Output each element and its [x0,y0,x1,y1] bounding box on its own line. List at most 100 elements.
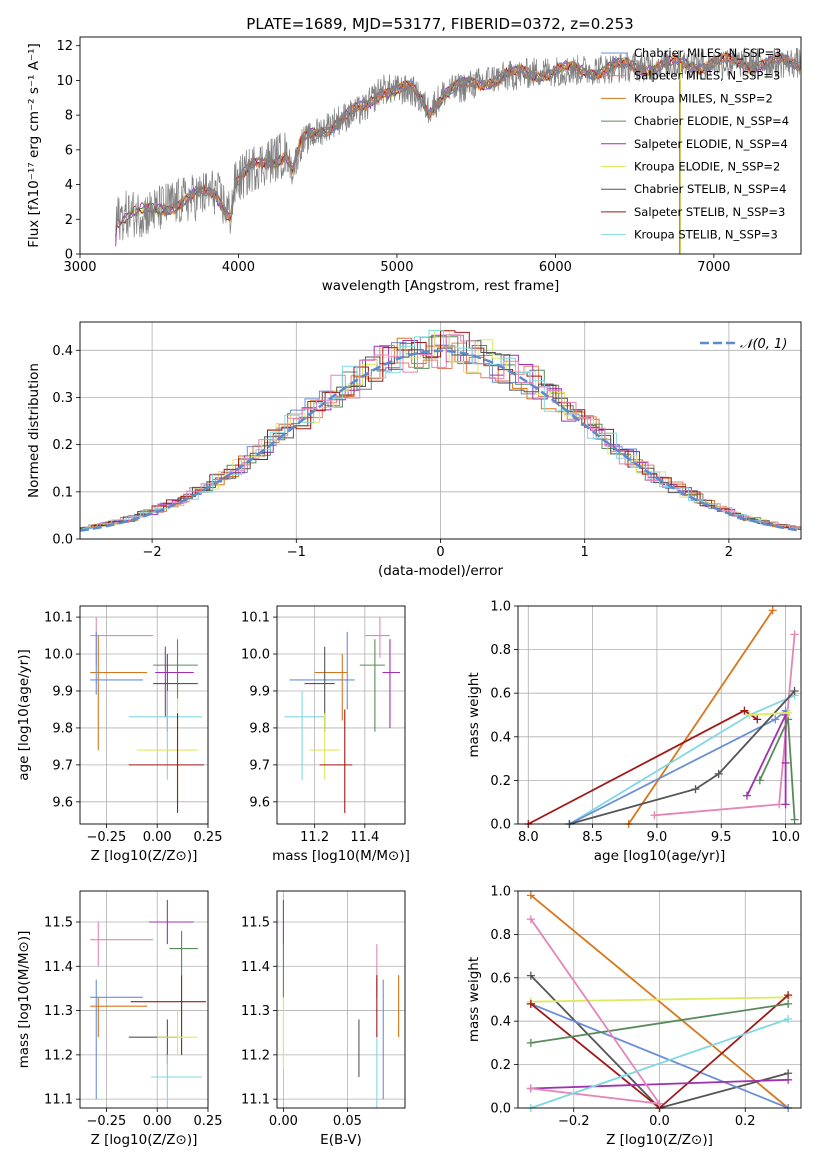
y-tick-label: 11.4 [44,960,73,975]
y-tick-label: 1.0 [490,885,511,900]
x-tick-label: 6000 [539,260,572,275]
axes-frame [276,605,406,825]
x-axis-label: age [log10(age/yr)] [594,848,726,864]
x-tick-label: 7000 [697,260,730,275]
legend-entry: Chabrier ELODIE, N_SSP=4 [634,114,789,128]
y-tick-label: 4 [65,178,73,193]
weight-marker [784,708,793,717]
spectrum-panel: 3000 4000 5000 6000 7000 0 2 4 6 8 10 12 wavelength … [26,36,802,294]
weight-line [749,711,789,716]
x-axis-label: (data-model)/error [378,563,504,579]
x-tick-label: 0 [436,545,444,560]
mass-vs-metallicity-panel: −0.25 0.00 0.25 11.1 11.2 11.3 11.4 11.5 Z [log1… [16,890,222,1148]
residual-histogram-panel: −2 −1 0 1 2 0.0 0.1 0.2 0.3 0.4 (data-model)/error… [26,321,802,579]
x-tick-label: 8.5 [582,830,603,845]
legend-entry: Salpeter ELODIE, N_SSP=4 [634,137,788,151]
weight-marker [526,1038,535,1047]
weight-marker [740,706,749,715]
histogram-bars [80,329,801,532]
weight-marker [784,1075,793,1084]
mass-weight-vs-age-panel: 8.0 8.5 9.0 9.5 10.0 0.0 0.2 0.4 0.6 0.8 1.0 age [l… [466,600,802,864]
y-axis-label: mass [log10(M/M⊙)] [16,931,32,1069]
x-axis-label: Z [log10(Z/Z⊙)] [606,1132,713,1148]
legend-entry: Salpeter STELIB, N_SSP=3 [634,205,785,219]
weight-line [527,709,758,825]
axes-frame [79,321,802,540]
weight-marker [790,815,799,824]
weight-marker [784,991,793,1000]
x-axis-label: mass [log10(M/M⊙)] [272,848,410,864]
weight-marker [755,776,764,785]
legend-entry: Kroupa ELODIE, N_SSP=2 [634,160,780,174]
x-tick-label: −1 [287,545,306,560]
x-tick-label: 4000 [222,260,255,275]
spectrum-lines [115,47,801,254]
y-tick-label: 0.4 [490,730,511,745]
model-spectrum-line [162,52,801,219]
x-tick-label: 9.0 [647,830,668,845]
y-tick-label: 10.1 [44,611,73,626]
y-tick-label: 0.2 [52,438,73,453]
axes-frame [79,890,209,1109]
weight-marker [768,606,777,615]
weight-marker [714,769,723,778]
y-tick-label: 11.2 [241,1048,270,1063]
y-tick-label: 0.3 [52,391,73,406]
axes-frame [276,890,406,1109]
y-tick-label: 11.4 [241,960,270,975]
y-tick-label: 0.8 [490,928,511,943]
x-axis-label: E(B-V) [320,1132,362,1148]
weight-line [654,634,796,817]
weight-marker [790,630,799,639]
y-tick-label: 11.1 [241,1093,270,1108]
axes-frame [79,605,209,825]
x-tick-label: 0.00 [269,1114,298,1129]
weight-marker [742,791,751,800]
weight-line [530,894,789,1109]
figure-title: PLATE=1689, MJD=53177, FIBERID=0372, z=0… [246,15,633,33]
weight-line [530,1002,789,1044]
weight-line [530,1018,789,1109]
weight-line [530,1002,789,1109]
weight-line [530,996,789,1003]
x-tick-label: 2 [725,545,733,560]
y-tick-label: 11.3 [241,1004,270,1019]
x-tick-label: 8.0 [518,830,539,845]
weight-marker [526,971,535,980]
weight-marker [790,687,799,696]
error-bars [90,617,204,813]
legend-entry: Kroupa MILES, N_SSP=2 [634,91,773,105]
x-axis-label: wavelength [Angstrom, rest frame] [322,278,560,294]
y-axis-label: mass weight [466,957,482,1042]
y-axis-label: mass weight [466,672,482,757]
weight-marker [781,758,790,767]
x-tick-label: 10.0 [771,830,800,845]
y-tick-label: 11.1 [44,1093,73,1108]
x-tick-label: 11.2 [300,830,329,845]
y-tick-label: 9.6 [249,795,270,810]
age-vs-metallicity-panel: −0.25 0.00 0.25 9.6 9.7 9.8 9.9 10.0 10.1 Z [log1… [16,605,222,864]
y-tick-label: 9.9 [52,684,73,699]
histogram-step-line [80,329,801,530]
x-tick-label: 3000 [63,260,96,275]
axes-frame [79,36,802,255]
y-tick-label: 10.0 [44,648,73,663]
y-tick-label: 0.4 [52,344,73,359]
x-tick-label: −0.2 [558,1114,590,1129]
y-axis-label: age [log10(age/yr)] [16,649,32,781]
weight-line [569,690,796,825]
y-tick-label: 10.1 [241,611,270,626]
y-tick-label: 0.2 [490,774,511,789]
x-tick-label: 0.05 [333,1114,362,1129]
y-tick-label: 10.0 [241,648,270,663]
x-tick-label: 9.5 [711,830,732,845]
error-bars [282,899,400,1108]
y-tick-label: 11.5 [44,916,73,931]
y-axis-label: Normed distribution [26,363,42,498]
observed-spectrum-line [115,47,801,241]
y-tick-label: 0.4 [490,1015,511,1030]
y-tick-label: 0.0 [52,533,73,548]
weight-marker [781,800,790,809]
x-tick-label: 0.0 [649,1114,670,1129]
